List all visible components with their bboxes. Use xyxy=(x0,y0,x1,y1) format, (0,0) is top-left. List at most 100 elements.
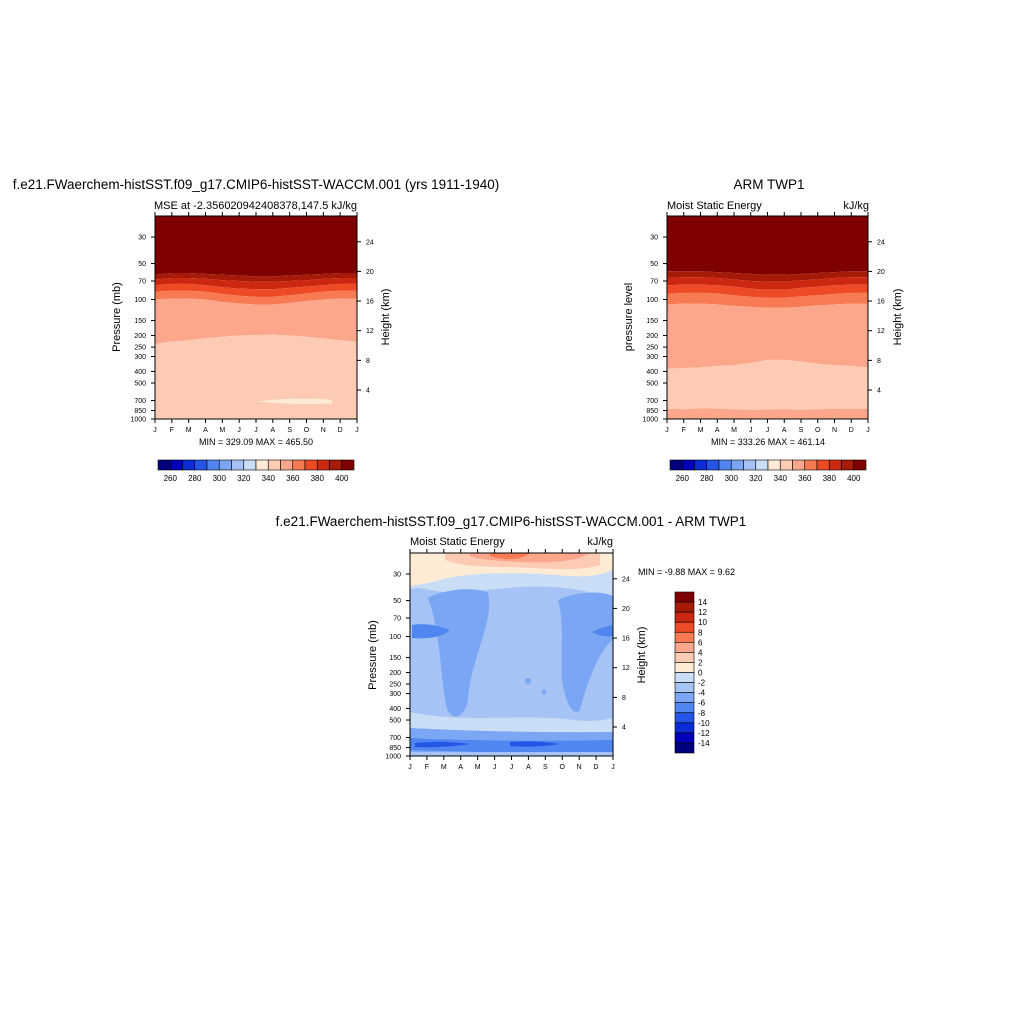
diff-colorbar-label-14: 14 xyxy=(698,598,707,607)
diff-colorbar-box-7 xyxy=(674,662,695,673)
diff-colorbar-label-10: 10 xyxy=(698,618,707,627)
obs-left-string: Moist Static Energy xyxy=(667,200,762,212)
model-colorbar-box-10 xyxy=(280,459,294,471)
diff-colorbar-box-4 xyxy=(674,631,695,643)
model-right-axis-label: Height (km) xyxy=(380,289,392,346)
obs-y-tick-label-300: 300 xyxy=(646,354,658,361)
diff-upper-band-max xyxy=(490,553,530,560)
diff-colorbar-label--2: -2 xyxy=(698,679,706,688)
diff-small-cold-spot-2 xyxy=(542,689,546,695)
obs-colorbar-box-11 xyxy=(804,459,818,471)
obs-h-tick-label-20: 20 xyxy=(877,269,885,276)
obs-colorbar-label-300: 300 xyxy=(725,474,739,483)
model-y-tick-label-850: 850 xyxy=(134,408,146,415)
diff-y-tick-label-700: 700 xyxy=(389,735,401,742)
diff-surface-band xyxy=(410,752,613,756)
diff-colorbar-box-13 xyxy=(674,722,695,734)
diff-x-tick-label-10: N xyxy=(577,764,582,771)
obs-colorbar-box-4 xyxy=(718,459,732,471)
obs-contour-band-6 xyxy=(667,359,868,410)
model-colorbar-box-13 xyxy=(316,459,330,471)
model-h-tick-label-4: 4 xyxy=(366,388,370,395)
model-h-tick-label-24: 24 xyxy=(366,239,374,246)
diff-left-string: Moist Static Energy xyxy=(410,536,505,548)
diff-h-tick-label-8: 8 xyxy=(622,695,626,702)
diff-colorbar-box-11 xyxy=(674,702,695,714)
diff-colorbar-label-2: 2 xyxy=(698,658,703,667)
obs-contour-band-4 xyxy=(667,292,868,308)
diff-y-tick-label-500: 500 xyxy=(389,718,401,725)
model-colorbar-label-260: 260 xyxy=(164,474,178,483)
diff-colorbar-box-6 xyxy=(674,652,695,663)
diff-colorbar-label-4: 4 xyxy=(698,648,703,657)
model-contour-field xyxy=(155,216,357,419)
model-x-tick-label-10: N xyxy=(321,427,326,434)
obs-contour-field xyxy=(667,216,868,419)
obs-x-tick-label-9: O xyxy=(815,427,821,434)
model-h-tick-label-12: 12 xyxy=(366,328,374,335)
model-y-tick-label-70: 70 xyxy=(138,279,146,286)
diff-y-tick-label-300: 300 xyxy=(389,691,401,698)
model-x-tick-label-7: A xyxy=(270,427,275,434)
model-colorbar-box-3 xyxy=(194,459,208,471)
obs-x-tick-label-10: N xyxy=(832,427,837,434)
obs-colorbar-box-5 xyxy=(730,459,744,471)
obs-h-tick-label-24: 24 xyxy=(877,239,885,246)
diff-colorbar-box-9 xyxy=(674,682,695,693)
diff-y-tick-label-70: 70 xyxy=(393,616,401,623)
obs-colorbar-label-400: 400 xyxy=(847,474,861,483)
diff-colorbar-box-5 xyxy=(674,642,695,653)
model-contour-band-3 xyxy=(155,283,357,297)
diff-right-cold-region xyxy=(558,592,613,712)
obs-y-tick-label-30: 30 xyxy=(650,235,658,242)
obs-colorbar-box-10 xyxy=(792,459,806,471)
obs-x-tick-label-1: F xyxy=(682,427,686,434)
diff-colorbar-box-3 xyxy=(674,621,695,633)
diff-y-tick-label-200: 200 xyxy=(389,670,401,677)
obs-contour-band-0 xyxy=(667,216,868,275)
model-colorbar-box-12 xyxy=(304,459,318,471)
obs-colorbar-box-7 xyxy=(755,459,769,471)
model-colorbar-label-380: 380 xyxy=(311,474,325,483)
model-colorbar-box-8 xyxy=(255,459,269,471)
obs-contour-band-2 xyxy=(667,277,868,290)
obs-x-tick-label-3: A xyxy=(715,427,720,434)
obs-y-tick-label-1000: 1000 xyxy=(642,417,658,424)
model-y-tick-label-200: 200 xyxy=(134,333,146,340)
obs-h-tick-label-8: 8 xyxy=(877,358,881,365)
model-y-tick-label-400: 400 xyxy=(134,369,146,376)
obs-x-tick-label-0: J xyxy=(665,427,669,434)
obs-colorbar-label-340: 340 xyxy=(774,474,788,483)
obs-colorbar-box-12 xyxy=(816,459,830,471)
diff-colorbar-label--10: -10 xyxy=(698,719,710,728)
model-colorbar-box-1 xyxy=(169,459,183,471)
diff-colorbar-box-15 xyxy=(674,742,695,754)
diff-h-tick-label-24: 24 xyxy=(622,576,630,583)
model-y-tick-label-700: 700 xyxy=(134,398,146,405)
obs-h-tick-label-4: 4 xyxy=(877,388,881,395)
diff-lower-cold-core-1 xyxy=(415,741,470,748)
obs-x-tick-label-6: J xyxy=(766,427,770,434)
model-panel: MSE at -2.356020942408378,147.5 kJ/kg Pr… xyxy=(111,200,392,483)
diff-h-tick-label-4: 4 xyxy=(622,725,626,732)
diff-colorbar-label-8: 8 xyxy=(698,628,703,637)
diff-right-axis-label: Height (km) xyxy=(636,627,648,684)
obs-contour-band-3 xyxy=(667,284,868,298)
diff-mid-weak-band xyxy=(410,712,613,735)
obs-colorbar-box-8 xyxy=(767,459,781,471)
obs-y-axis-label: pressure level xyxy=(623,283,635,351)
obs-y-tick-label-850: 850 xyxy=(646,408,658,415)
obs-y-tick-label-70: 70 xyxy=(650,279,658,286)
obs-colorbar-box-14 xyxy=(841,459,855,471)
obs-units: kJ/kg xyxy=(843,200,869,212)
model-contour-band-5 xyxy=(155,298,357,344)
obs-colorbar-box-13 xyxy=(828,459,842,471)
obs-y-tick-label-150: 150 xyxy=(646,318,658,325)
model-contour-band-1 xyxy=(155,273,357,282)
diff-y-tick-label-1000: 1000 xyxy=(385,754,401,761)
model-x-tick-label-11: D xyxy=(338,427,343,434)
diff-colorbar-box-0 xyxy=(674,591,695,603)
diff-h-tick-label-20: 20 xyxy=(622,606,630,613)
diff-left-jet-minimum xyxy=(412,624,450,639)
